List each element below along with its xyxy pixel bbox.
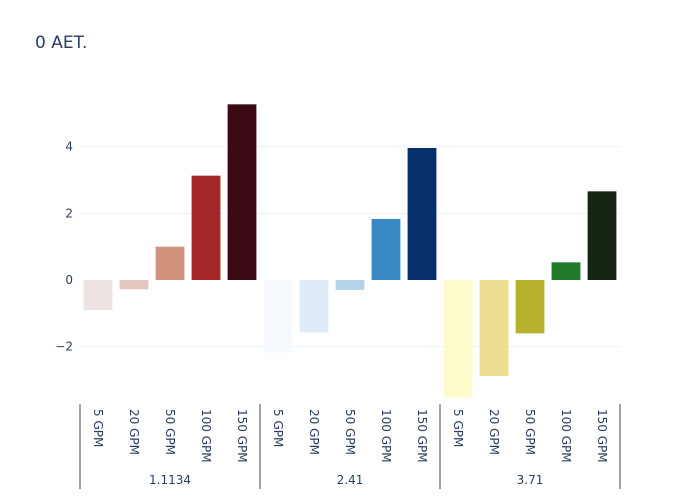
- bar: [515, 280, 545, 334]
- y-tick-label: 4: [65, 140, 73, 154]
- bar: [299, 280, 329, 333]
- x-tick-label: 100 GPM: [379, 409, 393, 463]
- y-tick-label: −2: [55, 340, 73, 354]
- bar: [227, 104, 257, 280]
- bar: [407, 148, 437, 280]
- bar: [155, 246, 185, 280]
- x-tick-label: 100 GPM: [199, 409, 213, 463]
- bar: [371, 219, 401, 280]
- x-tick-label: 100 GPM: [559, 409, 573, 463]
- bar: [119, 280, 149, 290]
- y-tick-label: 0: [65, 273, 73, 287]
- bar: [443, 280, 473, 398]
- x-tick-label: 50 GPM: [343, 409, 357, 455]
- x-tick-label: 50 GPM: [523, 409, 537, 455]
- chart-title: 0 AET.: [35, 33, 88, 53]
- group-label: 3.71: [517, 473, 544, 487]
- x-tick-label: 150 GPM: [235, 409, 249, 463]
- x-tick-label: 20 GPM: [307, 409, 321, 455]
- x-tick-label: 5 GPM: [91, 409, 105, 447]
- bar: [263, 280, 293, 353]
- x-tick-label: 5 GPM: [271, 409, 285, 447]
- group-label: 1.1134: [149, 473, 191, 487]
- y-tick-label: 2: [65, 206, 73, 220]
- x-tick-label: 150 GPM: [415, 409, 429, 463]
- bar: [551, 262, 581, 280]
- x-tick-label: 20 GPM: [487, 409, 501, 455]
- bar: [335, 280, 365, 290]
- x-tick-label: 150 GPM: [595, 409, 609, 463]
- x-tick-label: 5 GPM: [451, 409, 465, 447]
- bar: [587, 191, 617, 280]
- x-tick-label: 50 GPM: [163, 409, 177, 455]
- group-label: 2.41: [337, 473, 364, 487]
- bar: [191, 175, 221, 280]
- bar: [479, 280, 509, 376]
- x-tick-label: 20 GPM: [127, 409, 141, 455]
- bar: [83, 280, 113, 310]
